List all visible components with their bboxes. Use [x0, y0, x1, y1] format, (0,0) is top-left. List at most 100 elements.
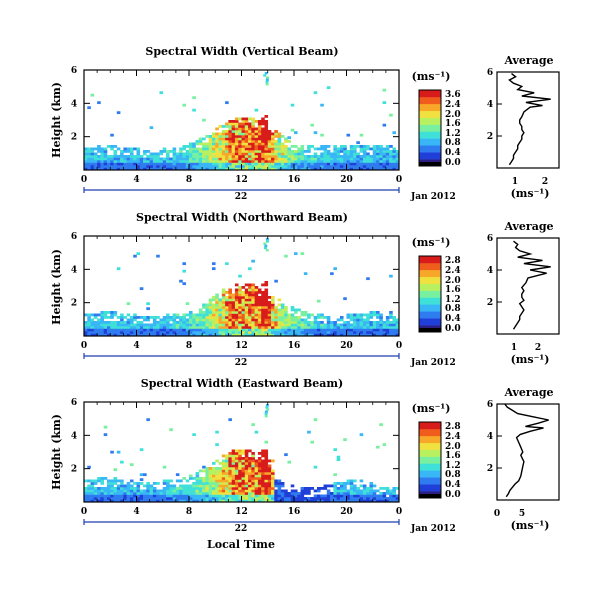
heatmap-cell [356, 316, 360, 319]
heatmap-cell [129, 463, 134, 467]
heatmap-cell [146, 160, 150, 163]
heatmap-cell [198, 313, 203, 317]
heatmap-cell [330, 484, 334, 488]
heatmap-cell [215, 474, 219, 478]
heatmap-cell [316, 331, 321, 334]
heatmap-cell [126, 167, 131, 171]
heatmap-cell [238, 487, 242, 490]
x-tick-label: 16 [288, 175, 301, 185]
heatmap-cell [179, 147, 183, 151]
heatmap-cell [116, 267, 121, 271]
heatmap-cell [182, 328, 187, 332]
heatmap-cell [218, 135, 223, 138]
heatmap-cell [244, 323, 249, 327]
heatmap-cell [126, 155, 131, 158]
heatmap-cell [326, 318, 331, 322]
heatmap-cell [241, 462, 246, 465]
heatmap-cell [110, 328, 114, 332]
heatmap-cell [339, 167, 344, 171]
heatmap-cell [251, 423, 255, 427]
heatmap-cell [146, 494, 150, 498]
heatmap-cell [248, 469, 252, 473]
date-month: Jan 2012 [410, 358, 456, 368]
heatmap-cell [310, 326, 314, 329]
heatmap-cell [248, 326, 252, 329]
heatmap-cell [241, 286, 246, 289]
heatmap-cell [294, 155, 298, 158]
heatmap-cell [126, 326, 131, 329]
heatmap-cell [251, 117, 255, 121]
heatmap-cell [116, 450, 121, 454]
heatmap-cell [376, 162, 380, 166]
heatmap-cell [369, 157, 374, 161]
heatmap-cell [271, 137, 275, 141]
heatmap-cell [376, 160, 380, 163]
heatmap-cell [284, 254, 288, 258]
heatmap-cell [169, 328, 173, 332]
x-tick-label: 8 [186, 341, 192, 351]
heatmap-cell [284, 160, 288, 163]
heatmap-cell [84, 157, 88, 161]
heatmap-cell [241, 477, 246, 480]
heatmap-cell [294, 331, 298, 334]
heatmap-cell [392, 494, 397, 498]
heatmap-cell [215, 499, 219, 503]
heatmap-cell [175, 328, 180, 332]
heatmap-cell [97, 145, 101, 148]
heatmap-cell [277, 311, 282, 314]
heatmap-cell [149, 499, 154, 503]
heatmap-cell [211, 484, 216, 488]
heatmap-cell [313, 497, 318, 500]
heatmap-cell [274, 160, 278, 163]
heatmap-cell [215, 331, 219, 334]
heatmap-cell [172, 157, 177, 161]
heatmap-cell [228, 331, 232, 334]
heatmap-cell [336, 326, 341, 329]
heatmap-cell [264, 440, 269, 444]
heatmap-cell [120, 167, 124, 171]
heatmap-cell [208, 150, 213, 153]
heatmap-cell [264, 132, 269, 136]
heatmap-cell [218, 497, 223, 500]
heatmap-cell [241, 147, 246, 151]
heatmap-northward [84, 238, 400, 337]
heatmap-cell [280, 152, 285, 156]
heatmap-cell [313, 333, 318, 337]
heatmap-cell [106, 333, 111, 337]
heatmap-cell [136, 316, 141, 319]
heatmap-cell [356, 152, 360, 156]
heatmap-cell [93, 152, 98, 156]
heatmap-cell [254, 296, 259, 299]
heatmap-cell [313, 328, 318, 332]
average-x-tick: 5 [519, 509, 525, 519]
heatmap-cell [198, 167, 203, 171]
heatmap-cell [251, 155, 255, 158]
heatmap-cell [254, 155, 259, 158]
heatmap-cell [244, 127, 249, 131]
heatmap-cell [120, 331, 124, 334]
colorbar-unit: (ms⁻¹) [412, 236, 451, 249]
heatmap-cell [139, 333, 144, 337]
heatmap-cell [225, 457, 229, 460]
heatmap-cell [192, 321, 196, 324]
heatmap-cell [202, 469, 206, 473]
heatmap-cell [395, 167, 400, 171]
heatmap-cell [323, 162, 328, 166]
heatmap-cell [205, 492, 209, 495]
heatmap-cell [271, 484, 275, 488]
colorbar-segment [419, 477, 441, 485]
x-tick-label: 8 [186, 175, 192, 185]
heatmap-cell [251, 321, 255, 324]
heatmap-cell [333, 150, 337, 153]
heatmap-cell [264, 326, 269, 329]
heatmap-cell [376, 331, 380, 334]
heatmap-cell [100, 318, 104, 322]
average-x-tick: 2 [535, 343, 541, 353]
heatmap-cell [257, 464, 262, 468]
heatmap-cell [175, 489, 180, 493]
heatmap-cell [221, 477, 226, 480]
x-tick-label: 16 [288, 341, 301, 351]
heatmap-cell [254, 142, 259, 146]
heatmap-cell [271, 160, 275, 163]
heatmap-cell [300, 323, 305, 327]
